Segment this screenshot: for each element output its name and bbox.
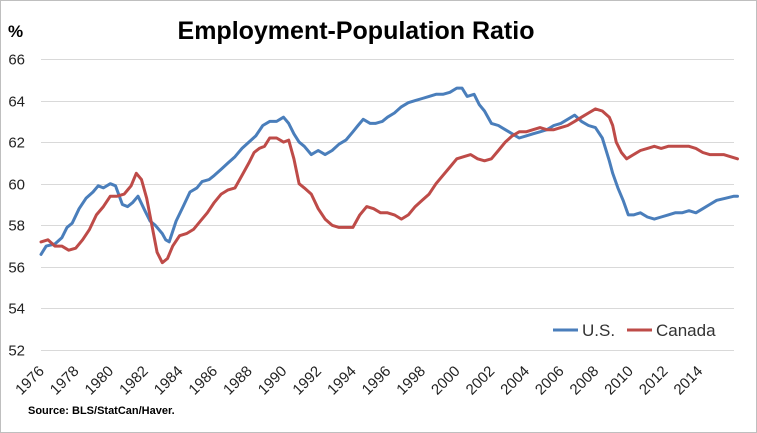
- y-tick-label: 66: [8, 52, 25, 69]
- x-tick-label: 2000: [428, 363, 464, 399]
- legend-label: U.S.: [582, 321, 615, 340]
- x-tick-label: 1980: [82, 363, 118, 399]
- y-axis-unit-label: %: [8, 22, 23, 41]
- x-tick-label: 1998: [393, 363, 429, 399]
- x-tick-label: 2012: [636, 363, 672, 399]
- x-tick-label: 1996: [359, 363, 395, 399]
- x-tick-label: 2008: [567, 363, 603, 399]
- y-tick-label: 56: [8, 260, 25, 277]
- y-tick-label: 58: [8, 218, 25, 235]
- x-tick-label: 1990: [255, 363, 291, 399]
- x-tick-label: 1988: [220, 363, 256, 399]
- series-line-u-s: [39, 86, 739, 256]
- series-line-canada: [39, 107, 739, 265]
- y-tick-label: 54: [8, 301, 25, 318]
- y-tick-label: 62: [8, 135, 25, 152]
- x-tick-label: 1978: [47, 363, 83, 399]
- source-note: Source: BLS/StatCan/Haver.: [28, 405, 175, 417]
- legend-label: Canada: [656, 321, 716, 340]
- chart-title: Employment-Population Ratio: [178, 17, 535, 45]
- x-tick-label: 1982: [116, 363, 152, 399]
- x-tick-label: 2004: [497, 363, 533, 399]
- y-axis-ticks: 52 54 56 58 60 62 64 66: [8, 52, 25, 360]
- y-tick-label: 52: [8, 343, 25, 360]
- x-tick-label: 2014: [671, 363, 707, 399]
- legend: U.S. Canada: [553, 321, 716, 340]
- x-tick-label: 1984: [151, 363, 187, 399]
- x-tick-label: 1976: [12, 363, 48, 399]
- gridlines: [41, 59, 734, 351]
- x-tick-label: 1994: [324, 363, 360, 399]
- x-tick-label: 1986: [185, 363, 221, 399]
- y-tick-label: 60: [8, 177, 25, 194]
- y-tick-label: 64: [8, 94, 25, 111]
- x-tick-label: 2006: [532, 363, 568, 399]
- x-tick-label: 2002: [463, 363, 499, 399]
- x-tick-label: 1992: [289, 363, 325, 399]
- series-lines: [39, 86, 739, 265]
- x-tick-label: 2010: [601, 363, 637, 399]
- x-axis-ticks: 1976 1978 1980 1982 1984 1986 1988 1990 1992 1994…: [12, 363, 706, 399]
